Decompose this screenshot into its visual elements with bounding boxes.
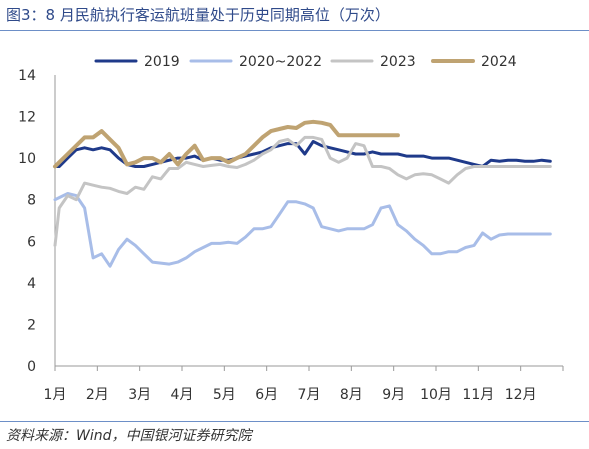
x-tick-label: 7月 xyxy=(298,387,321,403)
y-tick-label: 8 xyxy=(27,193,36,209)
x-axis: 1月 2月 3月 4月 5月 6月 7月 8月 9月 10月 11月 12月 xyxy=(44,365,564,403)
x-tick-label: 9月 xyxy=(382,387,405,403)
y-tick-label: 6 xyxy=(27,234,36,250)
figure-title: 图3：8 月民航执行客运航班量处于历史同期高位（万次） xyxy=(6,6,390,24)
x-tick-label: 2月 xyxy=(86,387,109,403)
series-line-2020~2022 xyxy=(53,192,552,268)
series-line-2024 xyxy=(53,119,400,169)
x-tick-label: 11月 xyxy=(462,387,494,403)
x-tick-label: 3月 xyxy=(128,387,151,403)
y-tick-label: 10 xyxy=(18,151,36,167)
title-rule xyxy=(0,30,589,31)
source-rule xyxy=(0,421,589,422)
x-tick-label: 12月 xyxy=(505,387,537,403)
x-tick-label: 5月 xyxy=(213,387,236,403)
y-tick-label: 2 xyxy=(27,317,36,333)
y-tick-label: 4 xyxy=(27,276,36,292)
legend-label: 2019 xyxy=(144,54,180,70)
source-note: 资料来源：Wind，中国银河证券研究院 xyxy=(6,428,252,444)
x-tick-label: 1月 xyxy=(44,387,67,403)
y-tick-label: 14 xyxy=(18,68,36,84)
legend-label: 2024 xyxy=(481,54,517,70)
legend-label: 2020~2022 xyxy=(239,54,322,70)
legend-label: 2023 xyxy=(380,54,416,70)
x-tick-label: 10月 xyxy=(420,387,452,403)
series-line-2023 xyxy=(53,135,552,247)
y-axis: 0 2 4 6 8 10 12 14 xyxy=(18,68,56,375)
x-tick-label: 8月 xyxy=(340,387,363,403)
series-line-2019 xyxy=(53,140,552,168)
y-tick-label: 0 xyxy=(27,359,36,375)
x-tick-label: 6月 xyxy=(255,387,278,403)
y-tick-label: 12 xyxy=(18,110,36,126)
x-tick-label: 4月 xyxy=(171,387,194,403)
series-layer xyxy=(53,119,552,268)
legend: 2019 2020~2022 2023 2024 xyxy=(94,54,517,70)
